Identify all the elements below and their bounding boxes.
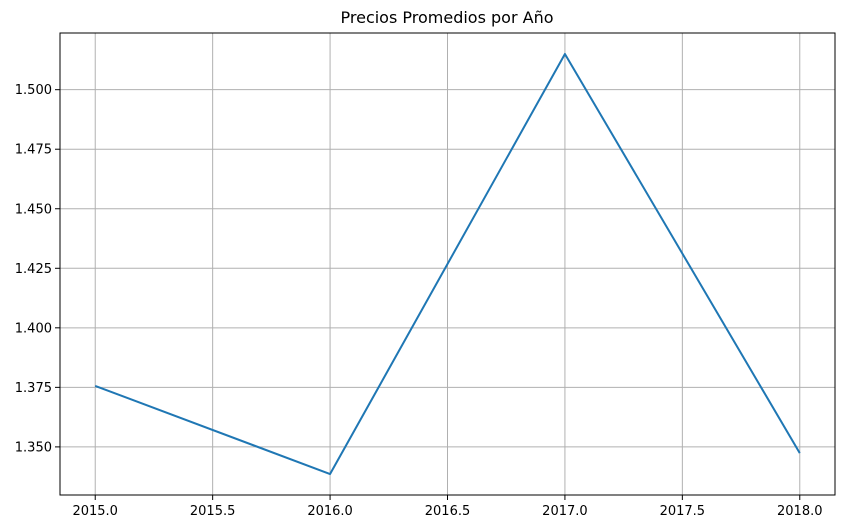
y-tick-label: 1.500: [15, 83, 52, 98]
y-tick-label: 1.400: [15, 321, 52, 336]
y-tick-label: 1.350: [15, 440, 52, 455]
x-tick-label: 2017.0: [542, 504, 588, 519]
x-tick-label: 2015.5: [190, 504, 236, 519]
y-tick-label: 1.375: [15, 381, 52, 396]
x-tick-label: 2018.0: [777, 504, 823, 519]
x-tick-label: 2015.0: [72, 504, 118, 519]
y-tick-label: 1.425: [15, 262, 52, 277]
x-tick-label: 2016.5: [425, 504, 471, 519]
x-tick-label: 2017.5: [660, 504, 706, 519]
x-axis: 2015.0 2015.5 2016.0 2016.5 2017.0 2017.5 2018…: [72, 495, 823, 519]
y-axis: 1.350 1.375 1.400 1.425 1.450 1.475 1.500: [15, 83, 60, 455]
x-tick-label: 2016.0: [307, 504, 353, 519]
grid-layer: [60, 33, 835, 495]
series-line: [94, 52, 801, 476]
y-tick-label: 1.450: [15, 202, 52, 217]
series-layer: [94, 52, 801, 476]
y-tick-label: 1.475: [15, 143, 52, 158]
chart-title: Precios Promedios por Año: [341, 8, 554, 27]
